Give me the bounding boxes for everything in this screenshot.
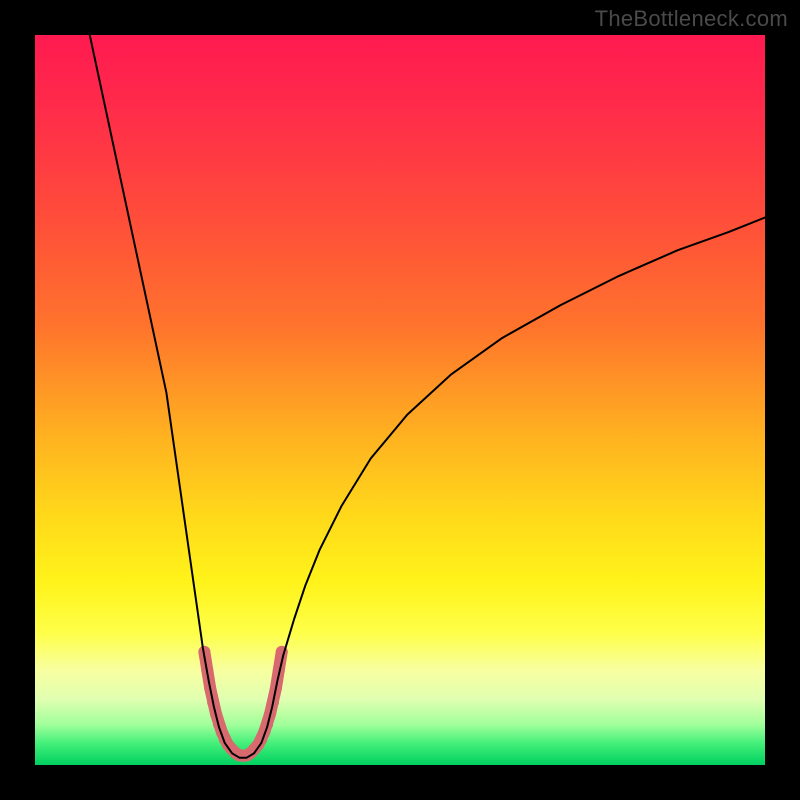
plot-area (35, 35, 765, 765)
bottleneck-chart (35, 35, 765, 765)
chart-container: TheBottleneck.com (0, 0, 800, 800)
watermark-label: TheBottleneck.com (595, 6, 788, 32)
